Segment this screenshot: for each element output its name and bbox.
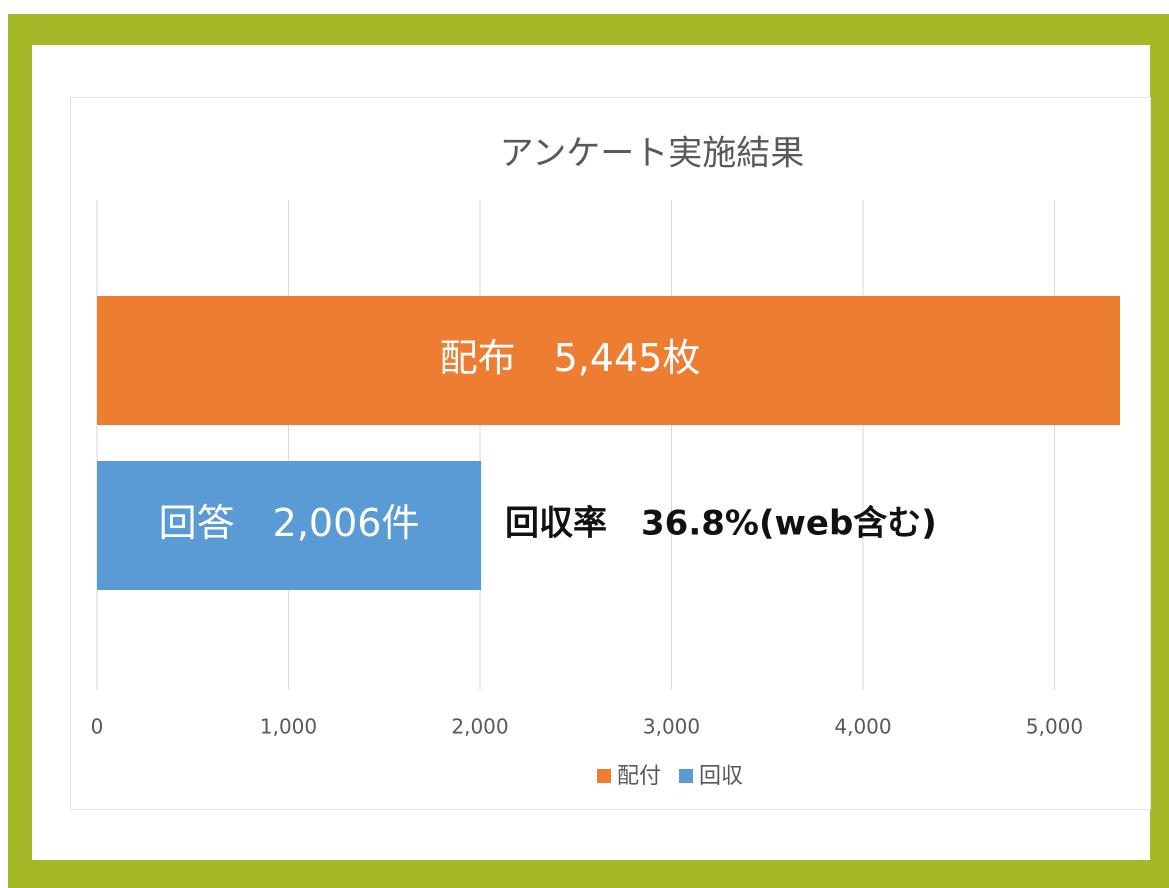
plot <box>97 296 1120 590</box>
legend-swatch <box>679 769 694 783</box>
data-label: 回答 2,006件 <box>159 501 420 545</box>
x-tick-label: 4,000 <box>834 715 891 739</box>
x-tick-label: 5,000 <box>1026 715 1083 739</box>
chart-title: アンケート実施結果 <box>500 134 805 174</box>
annotation: 回収率 36.8%(web含む) <box>505 504 937 544</box>
legend-swatch <box>597 769 611 783</box>
chart-area <box>70 97 1151 810</box>
legend-label: 配付 <box>617 764 661 789</box>
legend-label: 回収 <box>699 764 743 789</box>
x-tick-label: 2,000 <box>451 715 508 739</box>
x-tick-label: 0 <box>91 715 104 739</box>
data-label: 配布 5,445枚 <box>440 336 701 380</box>
x-tick-label: 1,000 <box>260 715 317 739</box>
bar <box>97 461 482 590</box>
x-tick-label: 3,000 <box>643 715 700 739</box>
bar <box>97 296 1120 425</box>
